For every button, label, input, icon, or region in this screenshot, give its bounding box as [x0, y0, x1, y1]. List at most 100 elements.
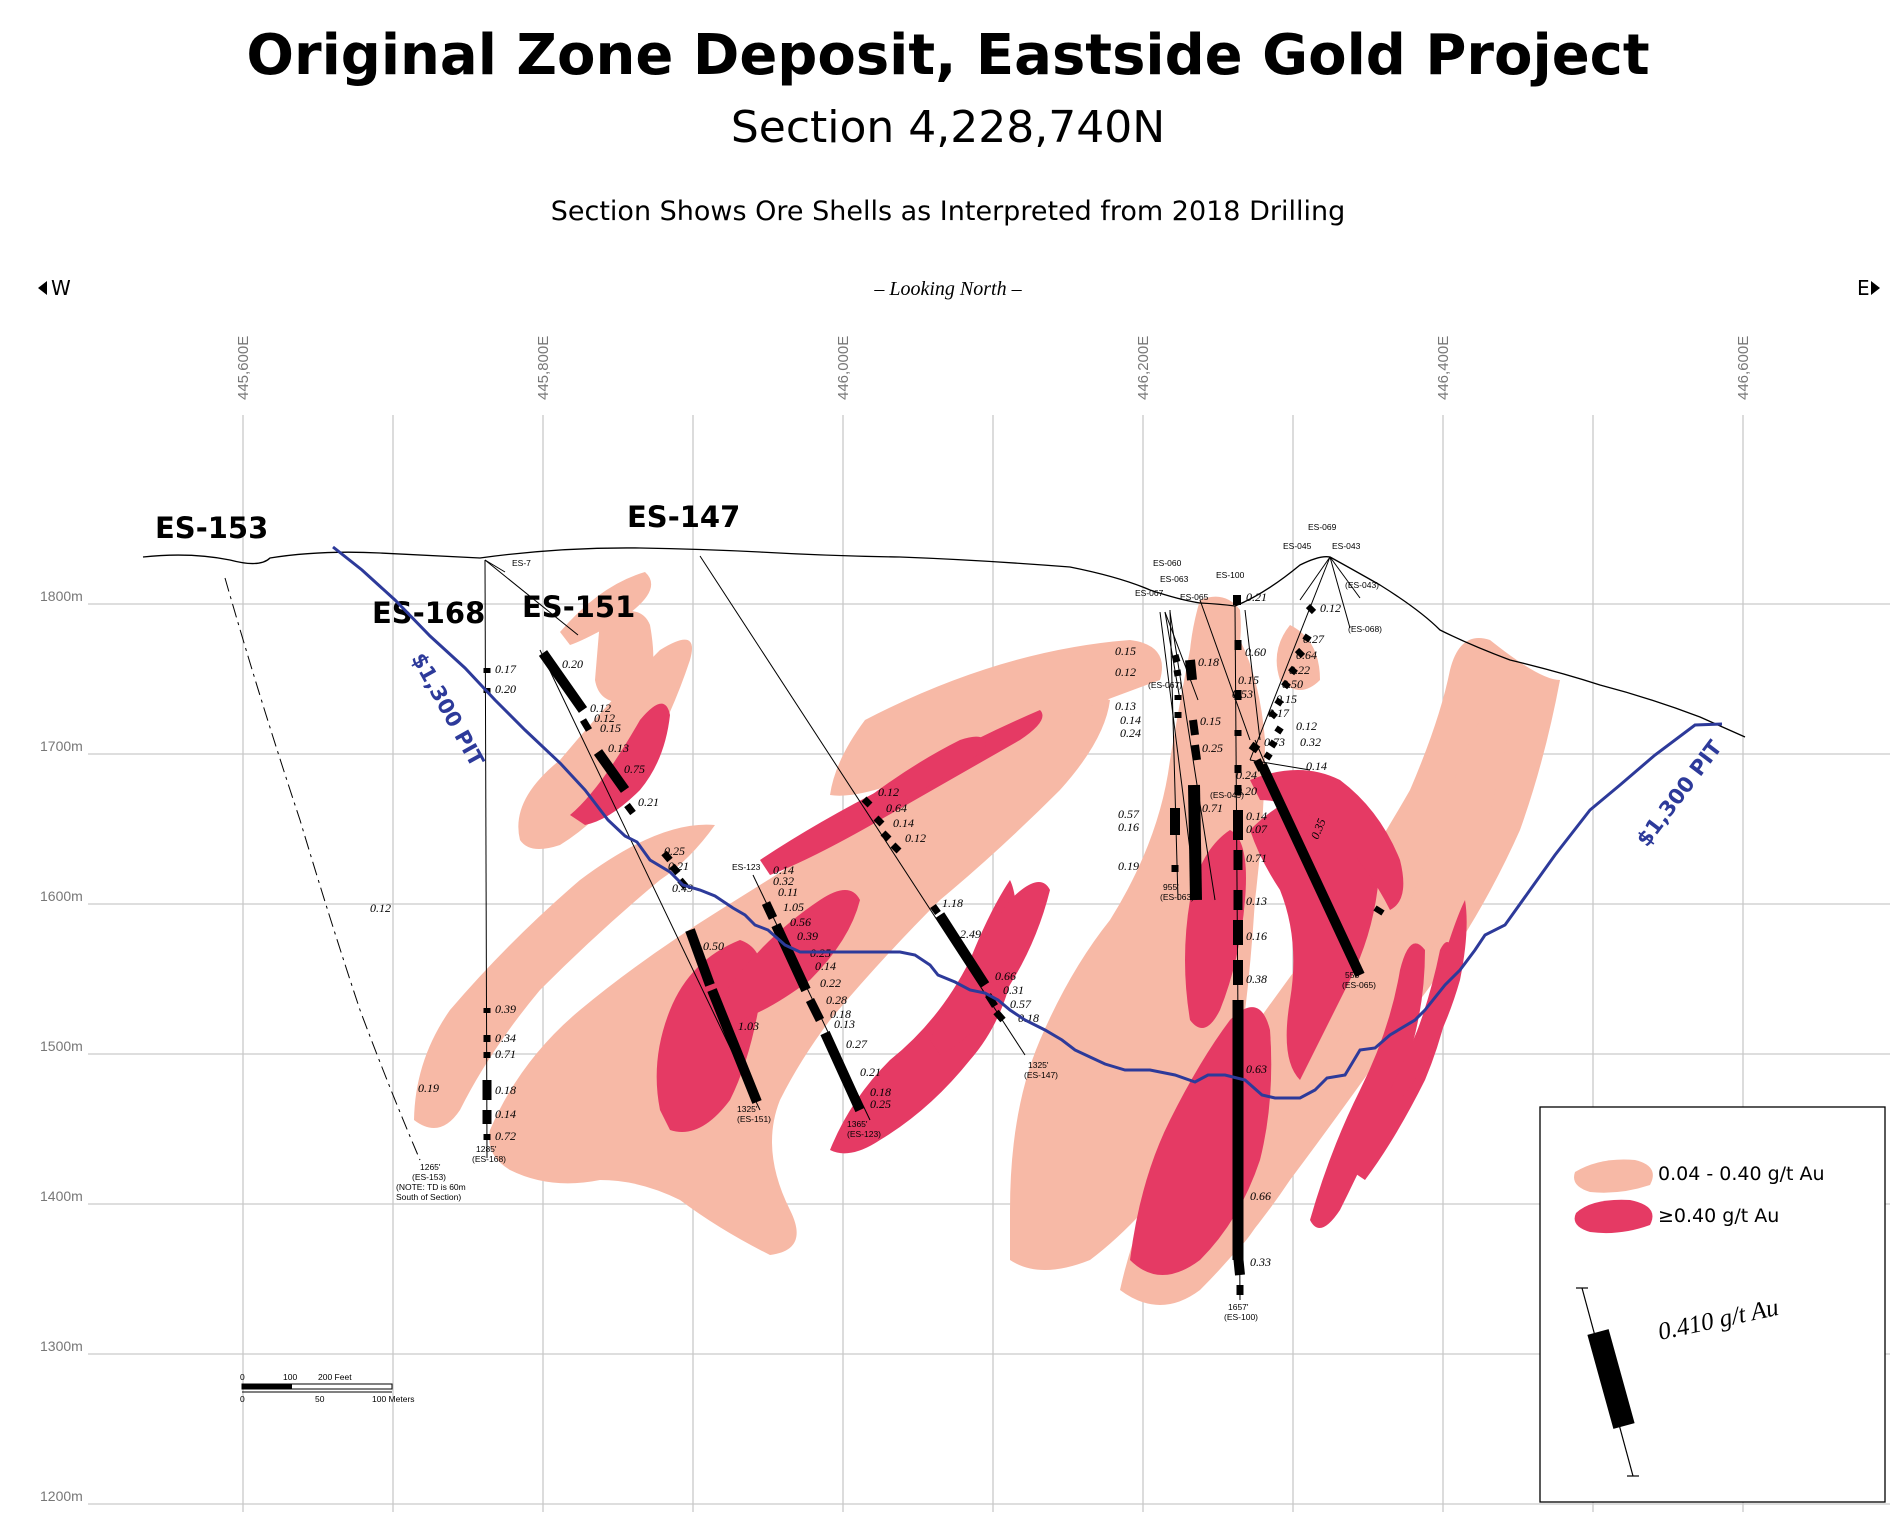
assay-label: 0.25	[1202, 741, 1223, 755]
assay-label: 0.12	[878, 785, 899, 799]
scale-feet-label: 0	[240, 1372, 245, 1382]
assay-label: 0.21	[1246, 590, 1267, 604]
assay-label: 0.66	[1250, 1189, 1271, 1203]
scale-meters-label: 0	[240, 1394, 245, 1404]
assay-label: 0.19	[418, 1081, 439, 1095]
assay-label: 0.13	[608, 741, 629, 755]
pit-outline	[332, 545, 1723, 1100]
collar-label: ES-7	[512, 558, 531, 568]
assay-label: 0.14	[1246, 809, 1267, 823]
assay-label: 0.57	[1118, 807, 1140, 821]
pit-label-east: $1,300 PIT	[1632, 735, 1727, 851]
hole-end-label: (ES-065)	[1342, 980, 1376, 990]
assay-label: 0.14	[815, 959, 836, 973]
assay-label: 0.12	[1320, 601, 1341, 615]
assay-label: 0.17	[1268, 706, 1290, 720]
easting-label: 446,000E	[835, 336, 852, 400]
elevation-label: 1600m	[40, 888, 83, 904]
collar-label: ES-063	[1160, 574, 1189, 584]
assay-label: 0.19	[1118, 859, 1139, 873]
scale-feet-label: 200 Feet	[318, 1372, 352, 1382]
assay-label: 0.33	[1250, 1255, 1271, 1269]
elevation-labels: 1800m 1700m 1600m 1500m 1400m 1300m 1200…	[40, 588, 83, 1504]
assay-label: 0.11	[778, 885, 798, 899]
scale-meters-label: 100 Meters	[372, 1394, 415, 1404]
assay-label: 1.03	[738, 1019, 759, 1033]
assay-label: 0.20	[495, 682, 516, 696]
assay-label: 0.32	[1300, 735, 1321, 749]
collar-label: ES-045	[1283, 541, 1312, 551]
hole-end-label: 1325'	[737, 1104, 758, 1114]
hole-end-label: 1657'	[1228, 1302, 1249, 1312]
legend-swatch-low	[1574, 1159, 1653, 1193]
assay-label: 0.16	[1246, 929, 1267, 943]
east-arrow-icon	[1871, 281, 1880, 295]
assay-label: 0.22	[1289, 663, 1310, 677]
hole-end-label: 1285'	[476, 1144, 497, 1154]
elevation-label: 1700m	[40, 738, 83, 754]
easting-label: 445,600E	[235, 336, 252, 400]
collar-label: ES-100	[1216, 570, 1245, 580]
scale-feet-label: 100	[283, 1372, 297, 1382]
assay-label: 0.31	[1003, 983, 1024, 997]
assay-label: 0.12	[1296, 719, 1317, 733]
hole-label-es-151: ES-151	[522, 590, 635, 624]
collar-label: ES-065	[1180, 592, 1209, 602]
assay-label: 0.14	[773, 863, 794, 877]
hole-end-label: South of Section)	[396, 1192, 461, 1202]
assay-label: 0.28	[826, 993, 847, 1007]
assay-label: 0.34	[495, 1031, 516, 1045]
hole-label-es-153: ES-153	[155, 511, 268, 545]
assay-label: 0.17	[495, 662, 517, 676]
easting-label: 446,600E	[1735, 336, 1752, 400]
assay-label: 0.72	[495, 1129, 516, 1143]
assay-label: 0.38	[1246, 972, 1267, 986]
collar-label: ES-043	[1332, 541, 1361, 551]
hole-end-label: (ES-147)	[1024, 1070, 1058, 1080]
assay-label: 0.18	[1198, 655, 1219, 669]
assay-label: 0.25	[664, 844, 685, 858]
west-arrow-icon	[38, 281, 47, 295]
legend-swatch-high	[1574, 1199, 1653, 1234]
elevation-label: 1300m	[40, 1338, 83, 1354]
section-subtitle: Section 4,228,740N	[731, 102, 1165, 153]
hole-end-label: 1265'	[420, 1162, 441, 1172]
assay-label: 0.53	[1232, 687, 1253, 701]
assay-label: 0.15	[1276, 692, 1297, 706]
assay-label: 0.39	[797, 929, 818, 943]
topographic-surface	[142, 547, 1746, 738]
assay-label: 0.12	[1115, 665, 1136, 679]
collar-label: (ES-043)	[1345, 580, 1379, 590]
assay-label: 0.64	[886, 801, 907, 815]
assay-label: 0.56	[790, 915, 811, 929]
assay-label: 0.22	[820, 976, 841, 990]
easting-label: 445,800E	[535, 336, 552, 400]
hole-label-es-168: ES-168	[372, 596, 485, 630]
easting-label: 446,200E	[1135, 336, 1152, 400]
assay-label: 0.16	[1118, 820, 1139, 834]
collar-label: (ES-067)	[1148, 680, 1182, 690]
elevation-label: 1500m	[40, 1038, 83, 1054]
elevation-label: 1800m	[40, 588, 83, 604]
assay-label: 0.73	[1264, 735, 1285, 749]
assay-label: 0.13	[1246, 894, 1267, 908]
assay-label: 0.60	[1245, 645, 1266, 659]
assay-label: 0.32	[773, 874, 794, 888]
assay-label: 0.71	[495, 1047, 516, 1061]
hole-end-label: (NOTE: TD is 60m	[396, 1182, 466, 1192]
assay-label: 0.15	[1115, 644, 1136, 658]
assay-label: 0.18	[870, 1085, 891, 1099]
assay-label: 0.66	[995, 969, 1016, 983]
assay-label: 0.15	[1200, 714, 1221, 728]
assay-label: 0.20	[562, 657, 583, 671]
hole-end-label: 555'	[1345, 970, 1361, 980]
assay-label: 0.07	[1246, 822, 1268, 836]
west-label: W	[51, 276, 71, 300]
section-caption: Section Shows Ore Shells as Interpreted …	[551, 196, 1345, 227]
hole-end-label: (ES-063)	[1160, 892, 1194, 902]
legend-label-low: 0.04 - 0.40 g/t Au	[1658, 1163, 1825, 1185]
easting-label: 446,400E	[1435, 336, 1452, 400]
assay-label: 0.14	[1120, 713, 1141, 727]
assay-label: 1.05	[783, 900, 804, 914]
